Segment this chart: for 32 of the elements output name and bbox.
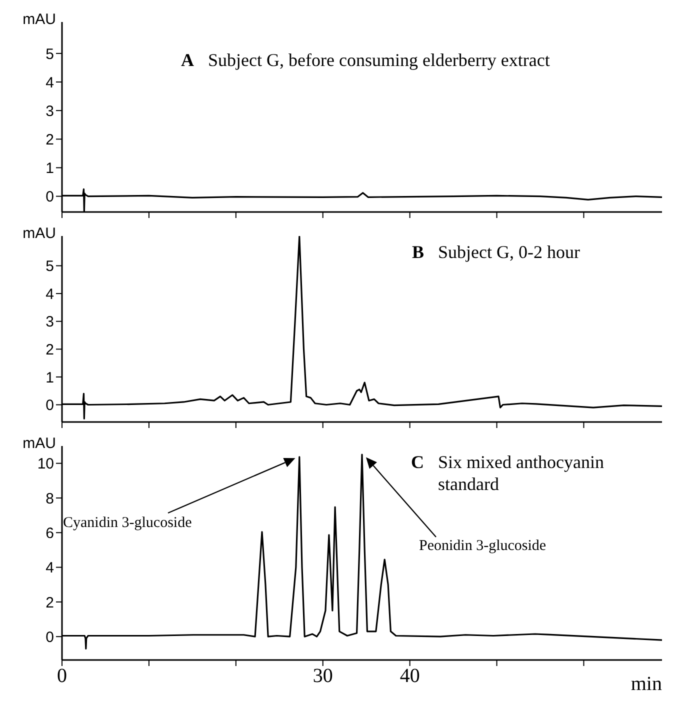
y-tick-label: 0 bbox=[46, 397, 54, 414]
y-tick-label: 3 bbox=[46, 314, 54, 331]
y-tick-label: 5 bbox=[46, 258, 54, 276]
y-tick-label: 8 bbox=[46, 490, 54, 508]
y-tick-label: 1 bbox=[46, 160, 54, 178]
annotation: Cyanidin 3-glucoside bbox=[63, 515, 192, 531]
chart-title: Subject G, 0-2 hour bbox=[438, 242, 580, 262]
y-tick-label: 2 bbox=[46, 341, 54, 358]
x-tick-label: 40 bbox=[400, 665, 420, 688]
y-tick-label: 0 bbox=[46, 188, 54, 206]
annotation: B bbox=[412, 242, 424, 262]
y-tick-label: 1 bbox=[46, 369, 54, 386]
annotation: C bbox=[411, 452, 424, 472]
text: Six mixed anthocyanin standard bbox=[438, 452, 604, 494]
y-tick-label: 10 bbox=[37, 456, 54, 473]
y-tick-label: 4 bbox=[46, 560, 54, 577]
y-tick-label: 4 bbox=[46, 74, 54, 92]
x-axis-title: min bbox=[630, 673, 662, 695]
y-axis-title: mAU bbox=[22, 11, 56, 28]
text: Subject G, before consuming elderberry extract bbox=[208, 50, 550, 70]
y-tick-label: 6 bbox=[46, 524, 54, 542]
y-tick-label: 2 bbox=[46, 131, 54, 148]
y-tick-label: 3 bbox=[46, 102, 54, 120]
annotation: Peonidin 3-glucoside bbox=[419, 538, 546, 554]
y-tick-label: 5 bbox=[46, 46, 54, 63]
x-tick-label: 30 bbox=[312, 665, 333, 688]
y-tick-label: 2 bbox=[46, 594, 54, 612]
annotation: A bbox=[181, 50, 194, 70]
y-tick-label: 4 bbox=[46, 286, 54, 303]
y-axis-title: mAU bbox=[22, 225, 56, 242]
y-axis-title: mAU bbox=[22, 435, 56, 452]
y-tick-label: 0 bbox=[46, 628, 54, 646]
